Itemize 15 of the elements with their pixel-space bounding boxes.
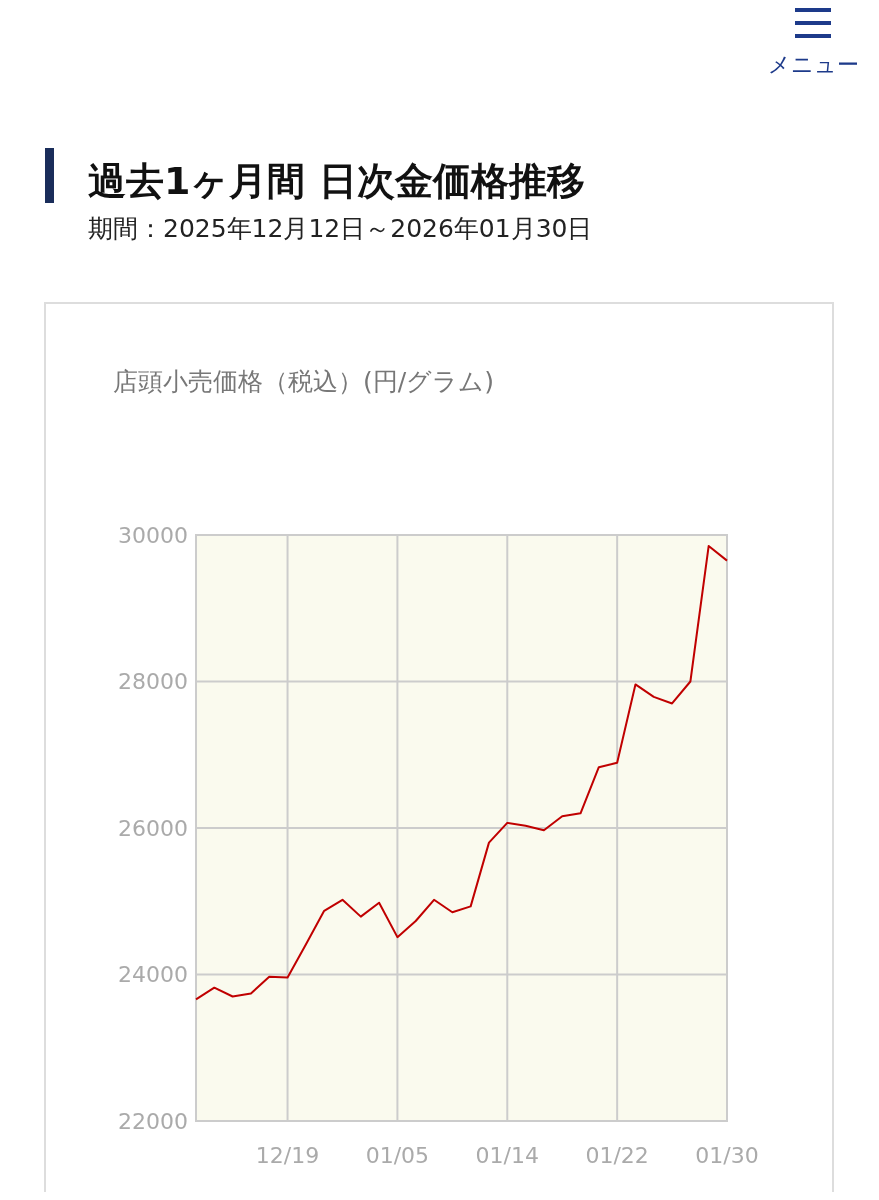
x-tick-label: 01/22 <box>585 1143 649 1168</box>
y-tick-label: 30000 <box>118 522 188 548</box>
y-tick-label: 28000 <box>118 669 188 695</box>
y-tick-label: 26000 <box>118 815 188 841</box>
text: メニュー <box>767 52 859 77</box>
x-tick-label: 12/19 <box>255 1143 320 1168</box>
chart-subtitle: 期間：2025年12月12日～2026年01月30日 <box>88 214 593 243</box>
y-tick-label: 24000 <box>118 962 188 988</box>
x-tick-label: 01/30 <box>695 1143 759 1168</box>
line-series <box>195 544 728 1001</box>
x-tick-label: 01/14 <box>475 1143 539 1168</box>
chart-title: 過去1ヶ月間 日次金価格推移 <box>88 159 585 203</box>
y-tick-label: 22000 <box>118 1108 188 1134</box>
x-tick-label: 01/05 <box>365 1143 430 1168</box>
text: 店頭小売価格（税込）(円/グラム) <box>113 367 494 396</box>
